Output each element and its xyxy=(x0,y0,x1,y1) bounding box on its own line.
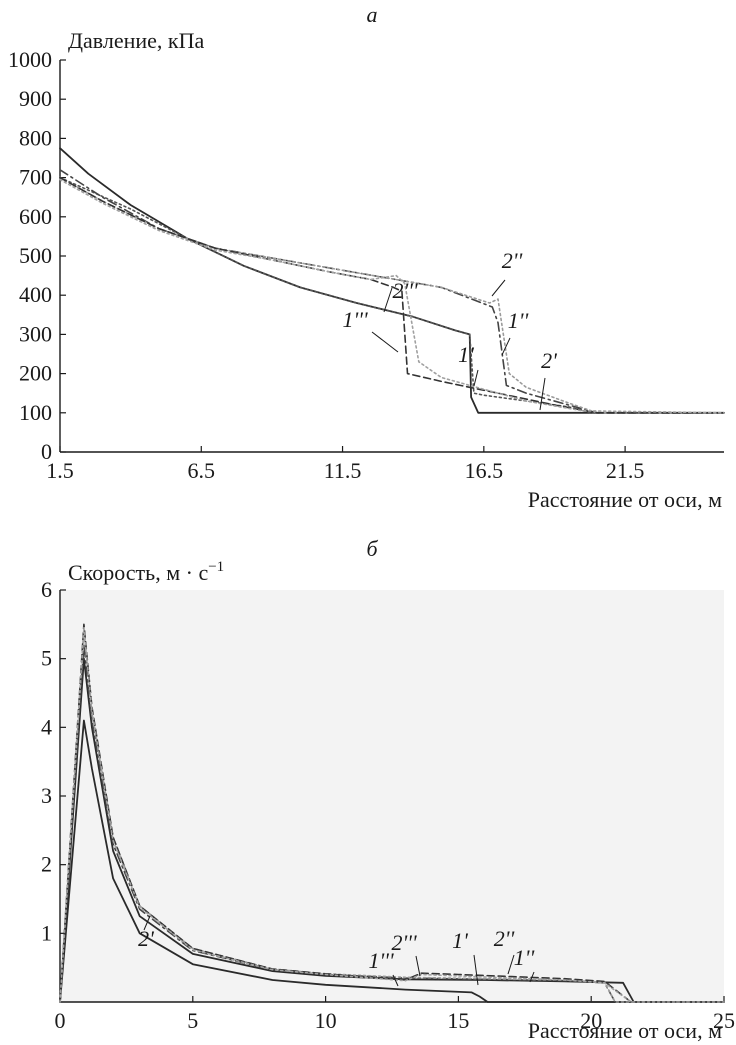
series-line-5 xyxy=(59,176,725,414)
panel-b-y-axis-title-exponent: −1 xyxy=(208,559,224,575)
x-tick-label: 11.5 xyxy=(324,458,362,483)
y-tick-label: 600 xyxy=(19,204,52,229)
panel-b-y-axis-title-main: Скорость, м · с xyxy=(68,560,208,585)
curve-label-leader xyxy=(473,954,479,986)
panel-b-y-axis-title: Скорость, м · с−1 xyxy=(68,559,224,585)
y-tick-label: 900 xyxy=(19,86,52,111)
series-line-6 xyxy=(59,178,725,414)
panel-b-x-axis-title: Расстояние от оси, м xyxy=(528,1018,722,1043)
velocity-chart: 1 2 3 4 5 6 0 5 10 15 20 25 2'''1''' 1' 2''1'' 2' xyxy=(41,577,735,1033)
curve-label-leader xyxy=(371,331,399,353)
x-tick-label: 21.5 xyxy=(606,458,645,483)
y-tick-label: 1000 xyxy=(8,47,52,72)
y-tick-label: 400 xyxy=(19,282,52,307)
y-tick-label: 100 xyxy=(19,400,52,425)
series-line-1 xyxy=(59,719,725,1003)
curve-label-leader xyxy=(383,287,393,313)
x-tick-label: 0 xyxy=(55,1008,66,1033)
x-tick-label: 10 xyxy=(315,1008,337,1033)
x-tick-label: 25 xyxy=(713,1008,735,1033)
curve-label: 1''' xyxy=(342,307,367,332)
x-tick-label: 16.5 xyxy=(465,458,504,483)
curve-label-leader xyxy=(529,971,535,983)
curve-label: 1''' xyxy=(368,948,393,973)
curve-label: 2' xyxy=(541,348,557,373)
y-tick-label: 6 xyxy=(41,577,52,602)
y-tick-label: 300 xyxy=(19,321,52,346)
y-tick-label: 2 xyxy=(41,852,52,877)
y-tick-label: 700 xyxy=(19,165,52,190)
curve-label: 1'' xyxy=(508,308,529,333)
curve-label: 2''' xyxy=(391,930,416,955)
curve-label: 2'' xyxy=(494,926,515,951)
curve-label-leader xyxy=(507,954,515,975)
y-tick-label: 200 xyxy=(19,361,52,386)
series-line-6 xyxy=(59,626,725,1003)
panel-a-label: а xyxy=(367,2,378,27)
x-tick-label: 6.5 xyxy=(188,458,216,483)
y-tick-label: 800 xyxy=(19,125,52,150)
y-tick-label: 0 xyxy=(41,439,52,464)
x-tick-label: 15 xyxy=(447,1008,469,1033)
y-tick-label: 4 xyxy=(41,714,52,739)
y-tick-label: 500 xyxy=(19,243,52,268)
curve-label-leader xyxy=(491,279,506,297)
panel-a-x-axis-title: Расстояние от оси, м xyxy=(528,487,722,512)
curve-label-leader xyxy=(473,369,479,387)
curve-label: 2'' xyxy=(502,248,523,273)
y-tick-label: 5 xyxy=(41,646,52,671)
curve-label: 2''' xyxy=(392,278,417,303)
curve-label: 1' xyxy=(452,928,468,953)
x-tick-label: 1.5 xyxy=(46,458,74,483)
curve-label: 1'' xyxy=(514,945,535,970)
x-tick-label: 20 xyxy=(580,1008,602,1033)
curve-label-leader xyxy=(392,974,399,987)
curve-label-leader xyxy=(539,377,546,411)
curve-label: 2' xyxy=(138,926,154,951)
curve-label-leader xyxy=(143,915,151,931)
x-tick-label: 5 xyxy=(187,1008,198,1033)
curve-label: 1' xyxy=(458,342,474,367)
curve-label-leader xyxy=(501,337,511,356)
curve-label-leader xyxy=(415,955,421,977)
y-tick-label: 1 xyxy=(41,920,52,945)
panel-a-y-axis-title: Давление, кПа xyxy=(68,28,205,53)
panel-b-label: б xyxy=(366,536,378,561)
pressure-chart: 0 100 200 300 400 500 600 700 800 900 1000 1.5 6.5 11… xyxy=(8,47,725,483)
y-tick-label: 3 xyxy=(41,783,52,808)
series-line-2 xyxy=(59,657,725,1003)
